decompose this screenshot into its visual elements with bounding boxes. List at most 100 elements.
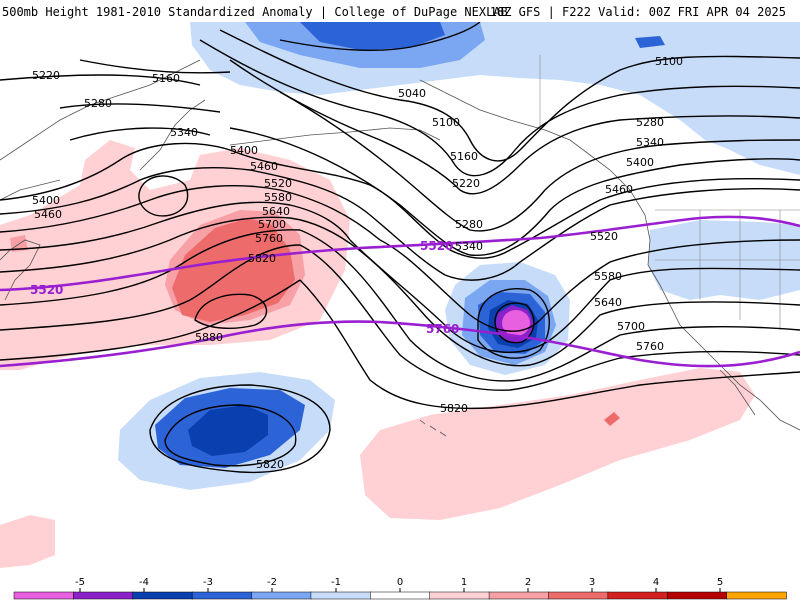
coastline-aleutians (229, 127, 441, 146)
coastline-hawaii (419, 419, 447, 437)
label-5700-e: 5700 (617, 320, 645, 333)
border-states-1 (655, 210, 800, 330)
colorbar-swatch (370, 591, 431, 600)
colorbar-swatch (548, 591, 609, 600)
contour-5340-n (229, 127, 800, 257)
highlight-label-5520-c: 5520 (420, 239, 453, 253)
label-5640-e: 5640 (594, 296, 622, 309)
colorbar-swatch (607, 591, 668, 600)
colorbar-label: 1 (461, 577, 467, 588)
label-5700-w: 5700 (258, 218, 286, 231)
label-5220-w: 5220 (32, 69, 60, 82)
colorbar-swatch (73, 591, 134, 600)
source-name: College of DuPage NEXLAB (334, 5, 508, 19)
contour-5280-w (59, 103, 221, 113)
contour-5640-w (0, 216, 291, 273)
label-5040: 5040 (398, 87, 426, 100)
contour-5160-n (199, 39, 800, 177)
label-5160-n: 5160 (450, 150, 478, 163)
run-info: 18Z GFS | F222 Valid: 00Z FRI APR 04 202… (489, 5, 786, 19)
height-contours (0, 22, 800, 474)
colorbar-swatch (191, 591, 253, 600)
colorbar-swatch (310, 591, 372, 600)
label-5400-w: 5400 (230, 144, 258, 157)
height-labels: 5220 5160 5280 5340 5400 5460 5520 5580 … (32, 55, 683, 471)
coastline-north-america (419, 79, 800, 431)
colorbar-label: 3 (589, 577, 595, 588)
colorbar-swatch (726, 591, 787, 600)
label-5820-e: 5820 (440, 402, 468, 415)
colorbar-label: -1 (331, 577, 341, 588)
label-5340-n: 5340 (455, 240, 483, 253)
colorbar-label: 2 (525, 577, 531, 588)
contour-5880 (194, 293, 268, 329)
neg-anomaly-cutoff-6 (502, 310, 530, 336)
neg-anomaly-northeast (730, 105, 800, 170)
highlight-contours (0, 215, 800, 368)
contour-5700-e (299, 229, 800, 382)
contour-5160-w (79, 59, 231, 74)
label-5460-asia: 5460 (34, 208, 62, 221)
label-5580-e: 5580 (594, 270, 622, 283)
contour-anticyclone-asia (138, 175, 189, 217)
colorbar: -5 -4 -3 -2 -1 0 1 2 3 4 5 (0, 574, 800, 600)
contour-5820-w (0, 279, 301, 361)
contour-5100-n (219, 29, 800, 162)
pos-anomaly-southwest (0, 515, 55, 568)
colorbar-label: 5 (717, 577, 723, 588)
contour-5220-n (229, 59, 800, 195)
highlight-5520 (0, 215, 800, 292)
label-5100-e: 5100 (655, 55, 683, 68)
colorbar-swatch (132, 591, 193, 600)
colorbar-swatch (13, 591, 75, 600)
product-title: 500mb Height 1981-2010 Standardized Anom… (2, 5, 508, 19)
valid-time: F222 Valid: 00Z FRI APR 04 2025 (562, 5, 786, 19)
colorbar-label: -4 (139, 577, 149, 588)
highlight-5760 (0, 320, 800, 368)
label-5220-n: 5220 (452, 177, 480, 190)
colorbar-svg: -5 -4 -3 -2 -1 0 1 2 3 4 5 (13, 577, 787, 600)
contour-5520-w (0, 185, 381, 241)
contour-5400-e (449, 178, 800, 259)
label-5640-w: 5640 (262, 205, 290, 218)
contour-5700-w (0, 229, 301, 306)
label-5280-n: 5280 (455, 218, 483, 231)
product-name: 500mb Height 1981-2010 Standardized Anom… (2, 5, 313, 19)
header-bar: 500mb Height 1981-2010 Standardized Anom… (0, 0, 800, 22)
contour-cutoff-inner (494, 302, 535, 344)
contour-5520-e (379, 239, 800, 332)
contour-cutoff-mid (477, 288, 550, 359)
pos-anomaly-subtropical (360, 368, 755, 520)
contour-5460-w (0, 167, 446, 276)
label-5580-w: 5580 (264, 191, 292, 204)
colorbar-label: -2 (267, 577, 277, 588)
political-borders (539, 55, 800, 330)
neg-anomaly-pacific-3 (188, 405, 268, 456)
label-5340-w: 5340 (170, 126, 198, 139)
label-5760-w: 5760 (255, 232, 283, 245)
label-5460-e: 5460 (605, 183, 633, 196)
anomaly-map: 5220 5160 5280 5340 5400 5460 5520 5580 … (0, 22, 800, 568)
contour-5220-w (0, 74, 201, 86)
label-5520-e: 5520 (590, 230, 618, 243)
label-5400-e: 5400 (626, 156, 654, 169)
label-5340-e: 5340 (636, 136, 664, 149)
contour-5580-w (0, 201, 351, 251)
label-5520-w: 5520 (264, 177, 292, 190)
label-5280-w: 5280 (84, 97, 112, 110)
contour-5820-s (149, 384, 331, 474)
colorbar-label: 4 (653, 577, 659, 588)
coastline-kamchatka (139, 99, 206, 171)
model-run: 18Z GFS (489, 5, 541, 19)
label-5820-w: 5820 (248, 252, 276, 265)
pos-anomaly-subtropical-spot (604, 412, 620, 426)
label-5760-e: 5760 (636, 340, 664, 353)
contour-5760-e (299, 244, 800, 391)
neg-anomaly-small (635, 36, 665, 48)
contour-5340-w (69, 127, 211, 141)
colorbar-swatch (666, 591, 728, 600)
colorbar-swatch (488, 591, 550, 600)
label-5820-s: 5820 (256, 458, 284, 471)
pos-anomaly-japan (10, 235, 28, 252)
